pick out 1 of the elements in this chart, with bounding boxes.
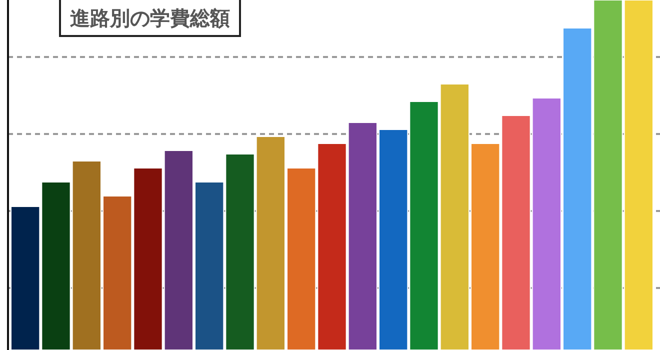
chart-title: 進路別の学費総額 (70, 6, 230, 30)
